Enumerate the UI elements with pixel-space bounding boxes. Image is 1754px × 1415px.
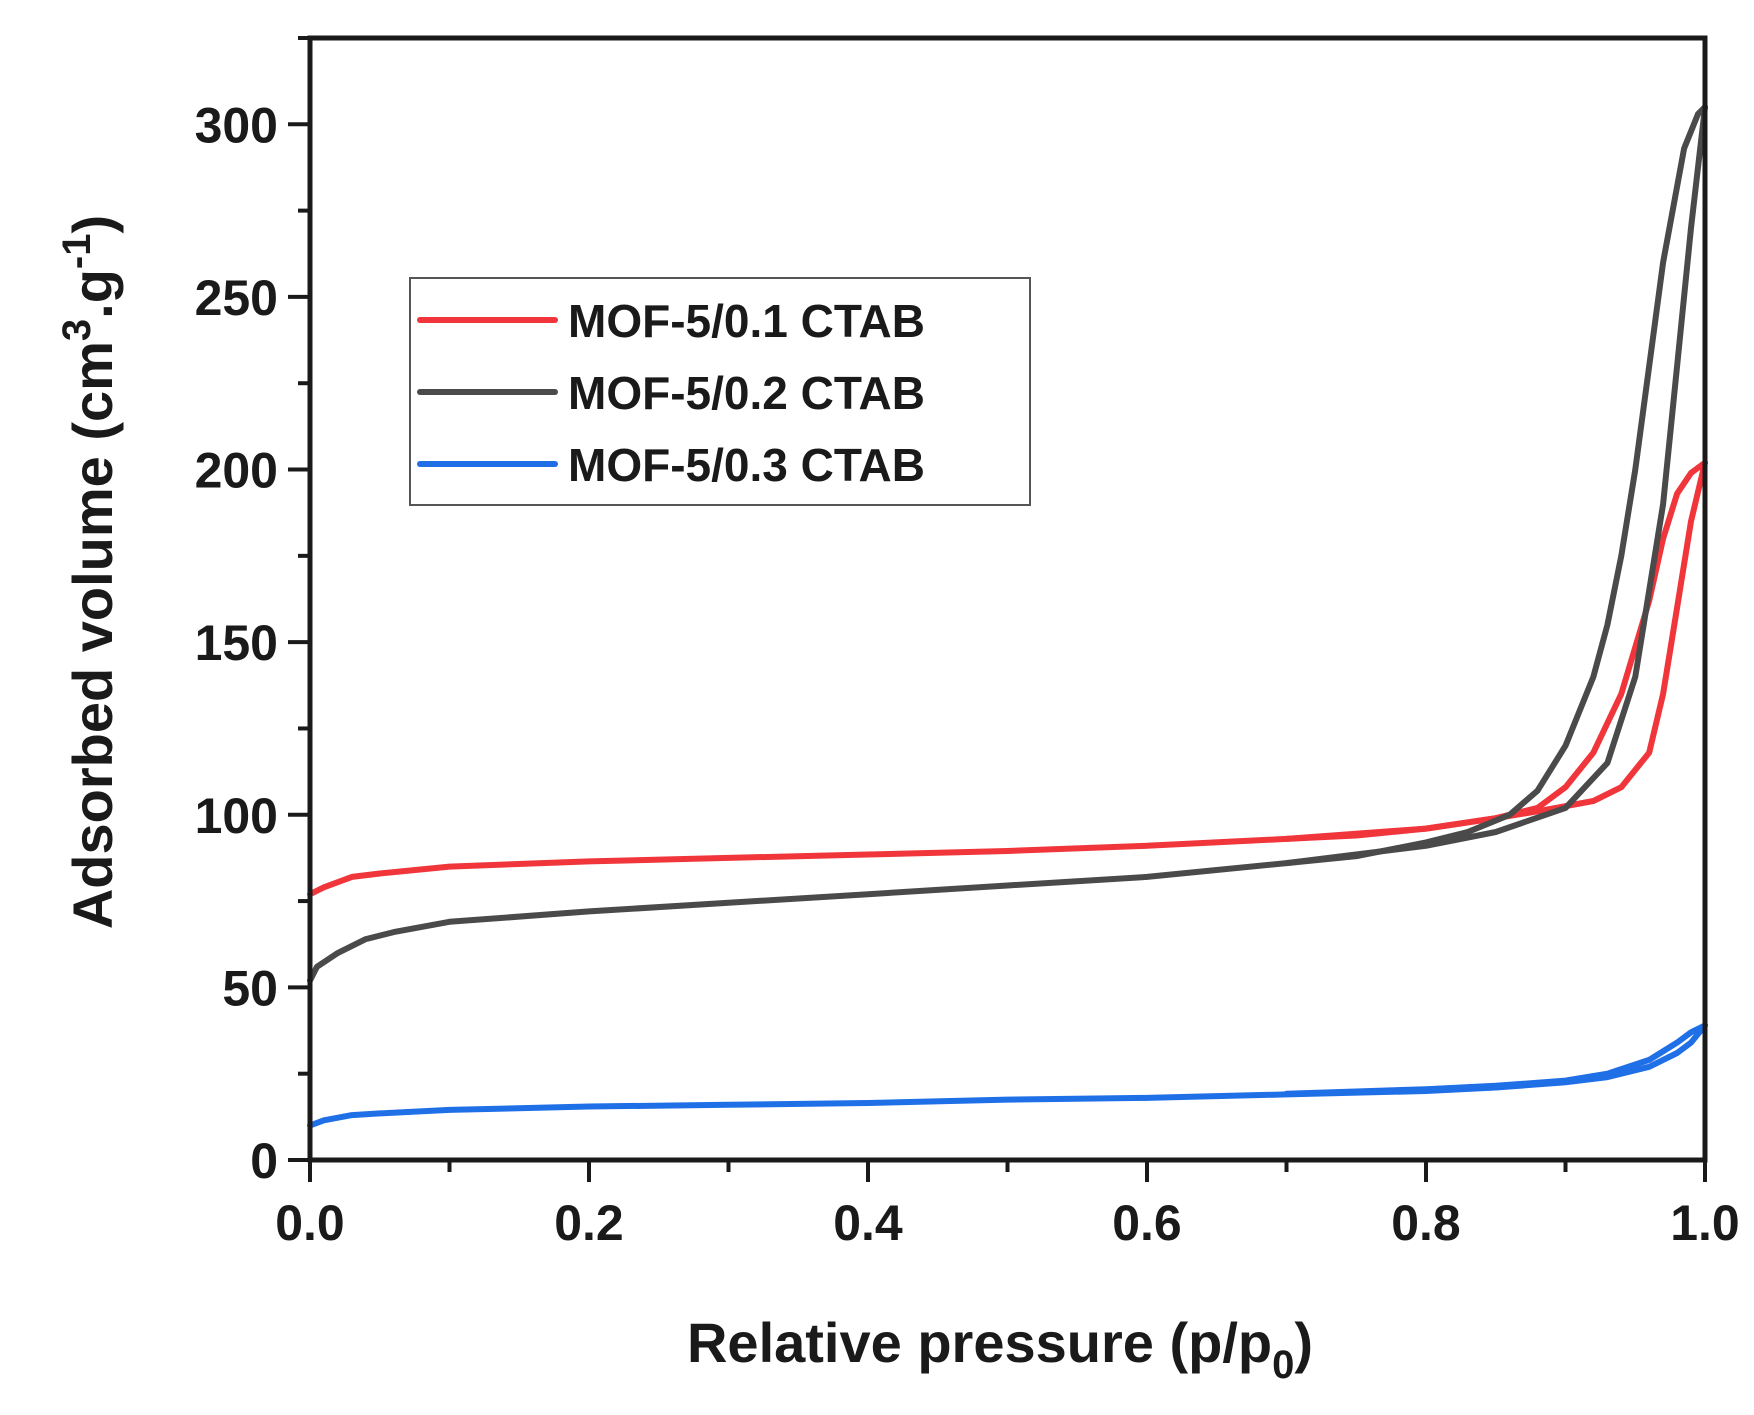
y-tick-label: 200: [195, 443, 278, 499]
x-tick-label: 0.2: [554, 1195, 624, 1251]
x-axis: 0.0 0.2 0.4 0.6 0.8 1.0: [275, 1160, 1740, 1251]
series-layer: [307, 104, 1708, 1129]
x-tick-label: 0.4: [833, 1195, 903, 1251]
series-2-adsorption: [307, 104, 1708, 984]
legend-label-1: MOF-5/0.1 CTAB: [568, 295, 925, 347]
x-tick-label: 0.6: [1112, 1195, 1182, 1251]
x-tick-label: 0.8: [1391, 1195, 1461, 1251]
y-axis-title-mid: .g: [61, 269, 124, 319]
y-axis-title-sup: 3: [55, 319, 99, 341]
legend: MOF-5/0.1 CTAB MOF-5/0.2 CTAB MOF-5/0.3 …: [409, 277, 1031, 506]
y-tick-label: 250: [195, 270, 278, 326]
y-axis-title-end: ): [61, 215, 124, 234]
y-tick-label: 300: [195, 97, 278, 153]
y-tick-label: 150: [195, 615, 278, 671]
y-axis-title: Adsorbed volume (cm3.g-1): [55, 215, 124, 929]
y-axis-title-main: Adsorbed volume (cm: [61, 341, 124, 929]
x-axis-title: Relative pressure (p/p0): [687, 1311, 1313, 1387]
x-tick-label: 0.0: [275, 1195, 345, 1251]
legend-label-3: MOF-5/0.3 CTAB: [568, 439, 925, 491]
series-1-desorption: [1283, 459, 1708, 842]
x-axis-title-main: Relative pressure (p/p: [687, 1311, 1272, 1374]
x-axis-title-sub: 0: [1272, 1343, 1294, 1387]
series-3-adsorption: [307, 1022, 1708, 1129]
y-tick-label: 100: [195, 788, 278, 844]
x-tick-label: 1.0: [1670, 1195, 1740, 1251]
y-tick-label: 0: [250, 1133, 278, 1189]
y-axis: 0 50 100 150 200 250 300: [195, 36, 310, 1189]
y-tick-label: 50: [222, 960, 278, 1016]
x-axis-title-end: ): [1294, 1311, 1313, 1374]
legend-label-2: MOF-5/0.2 CTAB: [568, 367, 925, 419]
series-2-desorption: [1283, 104, 1708, 867]
series-3-desorption: [1283, 1022, 1708, 1097]
y-axis-title-sup2: -1: [55, 233, 99, 269]
